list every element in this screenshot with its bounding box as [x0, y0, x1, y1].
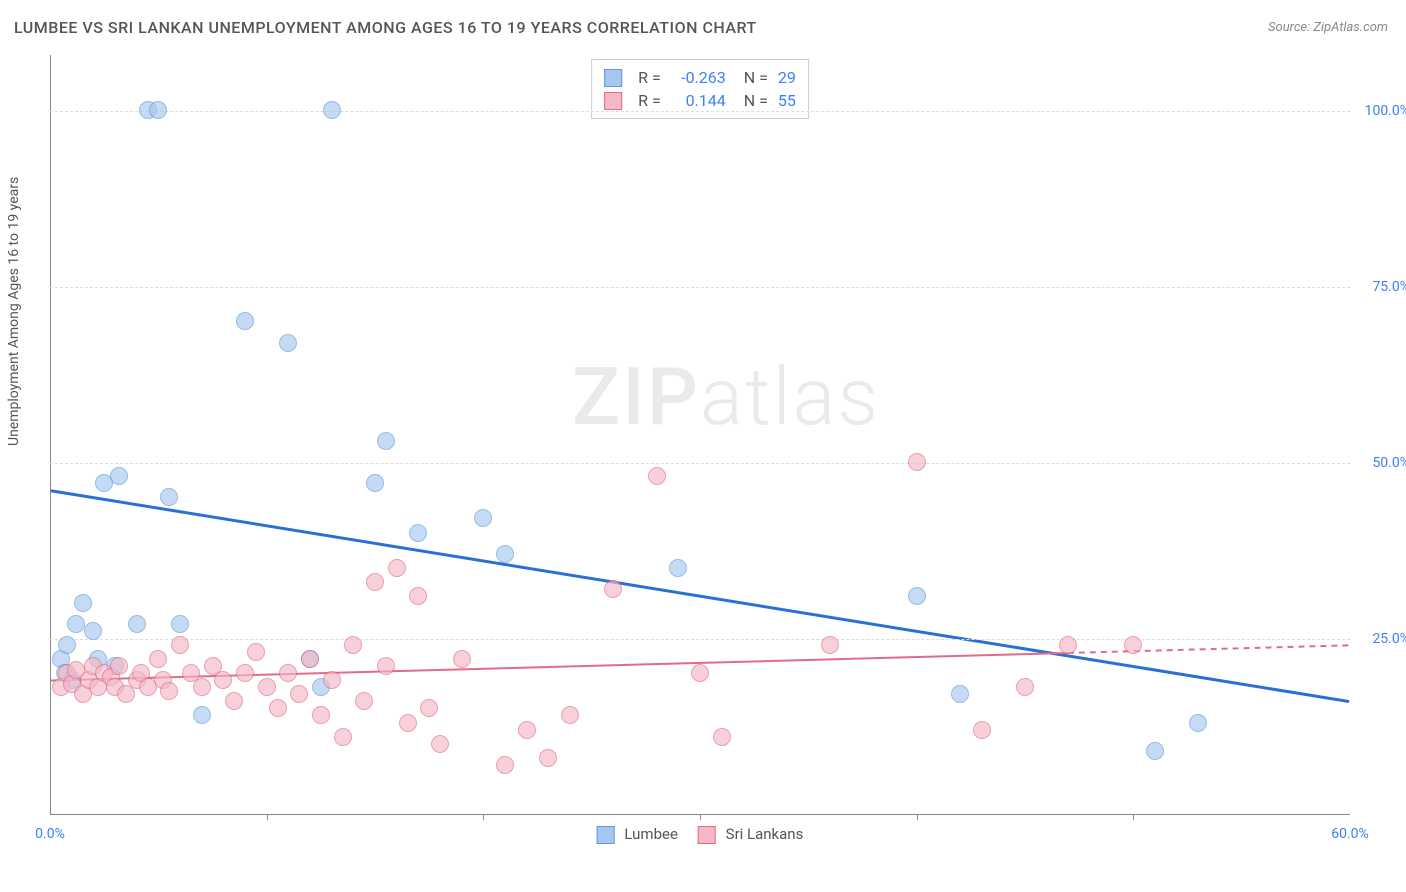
- data-point: [377, 657, 395, 675]
- legend-item-lumbee: Lumbee: [597, 825, 678, 844]
- data-point: [193, 706, 211, 724]
- data-point: [648, 467, 666, 485]
- y-axis-label: Unemployment Among Ages 16 to 19 years: [6, 177, 22, 446]
- swatch-srilankan-bottom: [698, 826, 716, 844]
- y-tick-label: 75.0%: [1372, 279, 1406, 295]
- data-point: [420, 699, 438, 717]
- data-point: [1124, 636, 1142, 654]
- gridline: [50, 287, 1350, 288]
- data-point: [669, 559, 687, 577]
- x-tick: [700, 814, 701, 820]
- data-point: [193, 678, 211, 696]
- data-point: [691, 664, 709, 682]
- data-point: [74, 594, 92, 612]
- gridline: [50, 463, 1350, 464]
- data-point: [247, 643, 265, 661]
- data-point: [128, 615, 146, 633]
- data-point: [409, 524, 427, 542]
- stats-row-srilankan: R = 0.144 N = 55: [604, 89, 796, 112]
- data-point: [110, 657, 128, 675]
- data-point: [160, 488, 178, 506]
- data-point: [236, 664, 254, 682]
- data-point: [290, 685, 308, 703]
- gridline: [50, 111, 1350, 112]
- stats-legend: R = -0.263 N = 29 R = 0.144 N = 55: [591, 59, 809, 119]
- data-point: [355, 692, 373, 710]
- data-point: [110, 467, 128, 485]
- watermark: ZIPatlas: [572, 350, 880, 444]
- y-axis-line: [50, 55, 51, 814]
- data-point: [171, 615, 189, 633]
- data-point: [1146, 742, 1164, 760]
- data-point: [301, 650, 319, 668]
- x-tick: [917, 814, 918, 820]
- data-point: [323, 671, 341, 689]
- data-point: [160, 682, 178, 700]
- data-point: [84, 622, 102, 640]
- data-point: [1189, 714, 1207, 732]
- data-point: [431, 735, 449, 753]
- data-point: [1059, 636, 1077, 654]
- data-point: [908, 587, 926, 605]
- data-point: [214, 671, 232, 689]
- data-point: [236, 312, 254, 330]
- data-point: [149, 101, 167, 119]
- data-point: [58, 636, 76, 654]
- data-point: [604, 580, 622, 598]
- data-point: [388, 559, 406, 577]
- gridline: [50, 639, 1350, 640]
- data-point: [951, 685, 969, 703]
- data-point: [312, 706, 330, 724]
- data-point: [171, 636, 189, 654]
- data-point: [366, 573, 384, 591]
- legend-item-srilankan: Sri Lankans: [698, 825, 803, 844]
- data-point: [453, 650, 471, 668]
- data-point: [973, 721, 991, 739]
- data-point: [1016, 678, 1034, 696]
- swatch-srilankan: [604, 92, 622, 110]
- data-point: [539, 749, 557, 767]
- chart-title: LUMBEE VS SRI LANKAN UNEMPLOYMENT AMONG …: [14, 18, 757, 37]
- data-point: [225, 692, 243, 710]
- y-tick-label: 25.0%: [1372, 631, 1406, 647]
- source-attribution: Source: ZipAtlas.com: [1268, 20, 1388, 35]
- x-axis-legend: Lumbee Sri Lankans: [597, 825, 804, 844]
- y-tick-label: 100.0%: [1365, 103, 1406, 119]
- swatch-lumbee-bottom: [597, 826, 615, 844]
- data-point: [496, 545, 514, 563]
- x-axis-max-label: 60.0%: [1331, 826, 1369, 842]
- data-point: [409, 587, 427, 605]
- data-point: [377, 432, 395, 450]
- data-point: [344, 636, 362, 654]
- plot-area: ZIPatlas R = -0.263 N = 29 R = 0.144 N =…: [50, 55, 1350, 815]
- data-point: [258, 678, 276, 696]
- x-tick: [267, 814, 268, 820]
- data-point: [149, 650, 167, 668]
- data-point: [323, 101, 341, 119]
- data-point: [908, 453, 926, 471]
- data-point: [496, 756, 514, 774]
- data-point: [279, 334, 297, 352]
- data-point: [279, 664, 297, 682]
- data-point: [518, 721, 536, 739]
- swatch-lumbee: [604, 69, 622, 87]
- x-axis-min-label: 0.0%: [35, 826, 65, 842]
- stats-row-lumbee: R = -0.263 N = 29: [604, 66, 796, 89]
- trend-line-extrapolated: [1068, 645, 1349, 653]
- x-tick: [1133, 814, 1134, 820]
- data-point: [474, 509, 492, 527]
- data-point: [269, 699, 287, 717]
- data-point: [713, 728, 731, 746]
- y-tick-label: 50.0%: [1372, 455, 1406, 471]
- data-point: [399, 714, 417, 732]
- data-point: [821, 636, 839, 654]
- data-point: [366, 474, 384, 492]
- x-tick: [483, 814, 484, 820]
- trend-lines-layer: [50, 55, 1350, 814]
- data-point: [67, 615, 85, 633]
- data-point: [561, 706, 579, 724]
- data-point: [334, 728, 352, 746]
